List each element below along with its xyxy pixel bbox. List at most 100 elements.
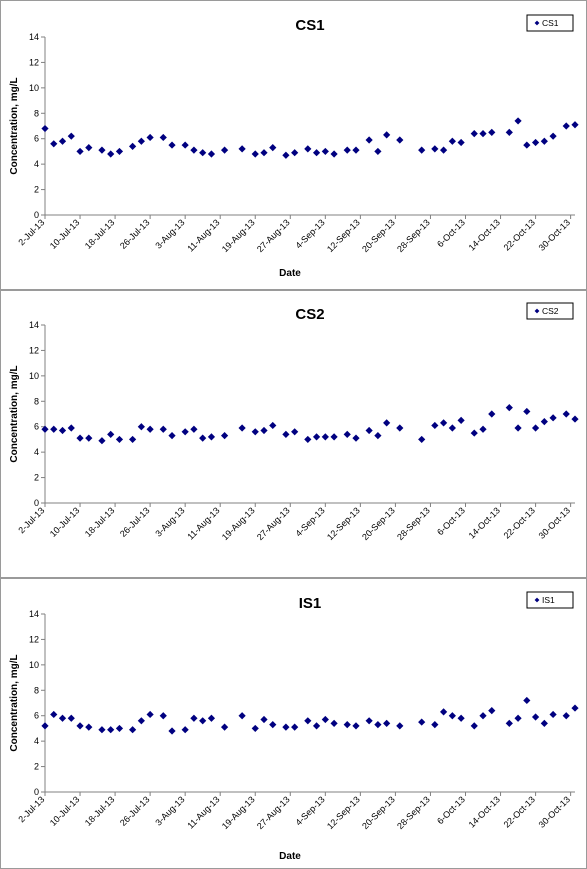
y-tick-label: 4: [34, 736, 39, 746]
data-point: [523, 696, 531, 705]
data-point: [190, 425, 198, 433]
data-point: [50, 425, 58, 433]
data-point: [137, 137, 145, 145]
data-point: [304, 717, 312, 725]
x-tick-label: 11-Aug-13: [185, 217, 221, 253]
y-tick-label: 0: [34, 787, 39, 797]
data-point: [571, 415, 579, 423]
data-point: [220, 146, 229, 154]
legend-marker: [534, 597, 540, 603]
data-point: [343, 721, 351, 729]
x-tick-label: 19-Aug-13: [220, 505, 257, 542]
x-axis-label: Date: [279, 268, 301, 279]
x-tick-label: 27-Aug-13: [255, 794, 292, 831]
data-point: [470, 429, 478, 437]
data-point: [98, 726, 106, 734]
data-point: [41, 124, 49, 133]
data-point: [220, 432, 229, 440]
data-point: [115, 724, 124, 733]
data-point: [129, 142, 137, 150]
y-tick-label: 8: [34, 108, 39, 118]
data-point: [76, 722, 84, 730]
y-axis-label: Concentration, mg/L: [9, 365, 20, 462]
data-point: [107, 430, 115, 438]
data-point: [479, 425, 487, 433]
x-tick-label: 28-Sep-13: [395, 505, 432, 542]
data-point: [220, 723, 229, 731]
data-point: [207, 150, 216, 158]
x-tick-label: 10-Jul-13: [48, 217, 82, 251]
data-point: [159, 425, 167, 433]
data-point: [58, 137, 67, 145]
data-point: [514, 714, 522, 722]
y-tick-label: 6: [34, 134, 39, 144]
x-tick-label: 28-Sep-13: [395, 794, 432, 831]
data-point: [269, 144, 277, 152]
x-tick-label: 22-Oct-13: [502, 217, 537, 252]
data-point: [396, 722, 404, 730]
data-point: [457, 416, 465, 424]
data-point: [251, 150, 259, 158]
y-axis-label: Concentration, mg/L: [9, 77, 20, 174]
x-tick-label: 6-Oct-13: [435, 794, 467, 826]
legend-box: [526, 302, 574, 320]
data-point: [431, 721, 439, 729]
y-tick-label: 12: [29, 57, 39, 67]
y-tick-label: 2: [34, 473, 39, 483]
x-tick-label: 2-Jul-13: [16, 505, 46, 535]
data-point: [67, 424, 75, 432]
x-tick-label: 18-Jul-13: [83, 794, 117, 828]
data-point: [76, 147, 84, 156]
data-point: [330, 150, 338, 158]
data-point: [488, 707, 496, 715]
legend-label: IS1: [542, 595, 555, 605]
x-tick-label: 4-Sep-13: [293, 794, 326, 827]
x-tick-label: 14-Oct-13: [467, 794, 502, 829]
data-point: [41, 722, 49, 730]
x-tick-label: 10-Jul-13: [48, 505, 82, 539]
x-tick-label: 14-Oct-13: [467, 217, 502, 252]
data-point: [181, 726, 189, 734]
data-point: [365, 717, 373, 725]
data-point: [571, 121, 579, 129]
data-point: [562, 410, 570, 418]
legend-box: [526, 591, 574, 609]
x-tick-label: 18-Jul-13: [83, 217, 117, 251]
data-point: [199, 434, 207, 442]
data-point: [479, 712, 487, 720]
data-point: [129, 726, 137, 734]
data-point: [159, 712, 167, 720]
data-point: [76, 434, 84, 442]
data-point: [330, 433, 338, 441]
data-point: [514, 424, 522, 432]
data-point: [383, 719, 391, 727]
x-tick-label: 4-Sep-13: [293, 217, 326, 250]
x-tick-label: 11-Aug-13: [185, 505, 221, 541]
x-tick-label: 12-Sep-13: [325, 217, 362, 254]
data-point: [321, 147, 329, 156]
data-point: [260, 149, 268, 157]
y-tick-label: 14: [29, 32, 39, 42]
data-point: [418, 146, 426, 154]
data-point: [199, 149, 207, 157]
x-tick-label: 2-Jul-13: [16, 794, 46, 824]
data-point: [549, 414, 557, 422]
scatter-chart-is1: IS1 0 2 4 6 8 10 12 14 2-Jul-13 10-Jul-13 18-Jul-13…: [9, 591, 579, 862]
data-point: [146, 133, 154, 142]
y-tick-label: 4: [34, 447, 39, 457]
x-tick-label: 4-Sep-13: [293, 505, 326, 538]
x-tick-label: 3-Aug-13: [153, 217, 186, 250]
data-point: [260, 715, 268, 724]
data-point: [383, 419, 391, 427]
data-point: [58, 714, 67, 722]
y-tick-label: 2: [34, 185, 39, 195]
x-tick-label: 18-Jul-13: [83, 505, 117, 539]
data-point: [269, 721, 277, 729]
data-point: [199, 717, 207, 725]
data-point: [505, 719, 513, 727]
data-point: [531, 713, 540, 721]
x-tick-label: 20-Sep-13: [360, 505, 397, 542]
data-point: [304, 145, 312, 153]
data-point: [457, 138, 465, 147]
data-point: [168, 432, 176, 440]
